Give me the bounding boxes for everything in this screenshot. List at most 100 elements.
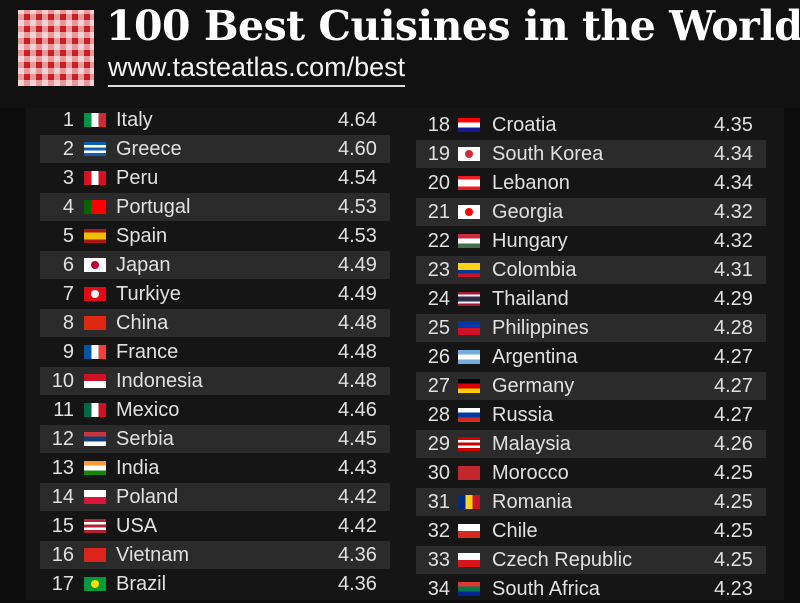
rating-score: 4.27: [714, 375, 753, 397]
ranking-row: 27 Germany 4.27: [416, 372, 766, 400]
rating-score: 4.53: [338, 225, 377, 247]
ranking-row: 14 Poland 4.42: [40, 483, 390, 511]
rank-number: 23: [427, 259, 450, 281]
country-name: Peru: [116, 167, 159, 189]
country-name: France: [116, 341, 179, 363]
ranking-row: 32 Chile 4.25: [416, 517, 766, 545]
ranking-row: 26 Argentina 4.27: [416, 343, 766, 371]
rank-number: 31: [427, 491, 450, 513]
rating-score: 4.25: [714, 462, 753, 484]
flag-icon: [84, 171, 106, 185]
ranking-row: 29 Malaysia 4.26: [416, 430, 766, 458]
flag-icon: [458, 466, 480, 480]
rating-score: 4.25: [714, 520, 753, 542]
rank-number: 27: [427, 375, 450, 397]
rank-number: 28: [427, 404, 450, 426]
rating-score: 4.25: [714, 491, 753, 513]
country-name: Germany: [492, 375, 575, 397]
flag-icon: [84, 113, 106, 127]
rank-number: 21: [427, 201, 450, 223]
ranking-row: 10 Indonesia 4.48: [40, 367, 390, 395]
ranking-row: 11 Mexico 4.46: [40, 396, 390, 424]
rating-score: 4.35: [714, 114, 753, 136]
ranking-row: 7 Turkiye 4.49: [40, 280, 390, 308]
rank-number: 12: [51, 428, 74, 450]
country-name: Indonesia: [116, 370, 203, 392]
rank-number: 5: [62, 225, 74, 247]
country-name: Czech Republic: [492, 549, 633, 571]
ranking-row: 13 India 4.43: [40, 454, 390, 482]
country-name: India: [116, 457, 160, 479]
country-name: Brazil: [116, 573, 167, 595]
country-name: Thailand: [492, 288, 569, 310]
flag-icon: [458, 118, 480, 132]
rank-number: 26: [427, 346, 450, 368]
rating-score: 4.54: [338, 167, 377, 189]
rank-number: 15: [51, 515, 74, 537]
rating-score: 4.34: [714, 172, 753, 194]
rating-score: 4.60: [338, 138, 377, 160]
rank-number: 6: [62, 254, 74, 276]
country-name: Russia: [492, 404, 554, 426]
rank-number: 19: [427, 143, 450, 165]
ranking-row: 8 China 4.48: [40, 309, 390, 337]
country-name: South Africa: [492, 578, 600, 600]
country-name: China: [116, 312, 169, 334]
flag-icon: [84, 345, 106, 359]
ranking-panel: [26, 108, 784, 600]
rank-number: 22: [427, 230, 450, 252]
country-name: Poland: [116, 486, 179, 508]
country-name: Hungary: [492, 230, 568, 252]
country-name: Argentina: [492, 346, 578, 368]
rating-score: 4.36: [338, 544, 377, 566]
ranking-row: 1 Italy 4.64: [40, 106, 390, 134]
rank-number: 18: [427, 114, 450, 136]
rating-score: 4.64: [338, 109, 377, 131]
country-name: Colombia: [492, 259, 577, 281]
rank-number: 3: [62, 167, 74, 189]
country-name: Italy: [116, 109, 153, 131]
flag-icon: [84, 403, 106, 417]
rating-score: 4.49: [338, 283, 377, 305]
country-name: South Korea: [492, 143, 604, 165]
rating-score: 4.27: [714, 404, 753, 426]
flag-icon: [84, 461, 106, 475]
flag-icon: [84, 577, 106, 591]
rating-score: 4.48: [338, 341, 377, 363]
flag-icon: [84, 200, 106, 214]
rating-score: 4.29: [714, 288, 753, 310]
flag-icon: [458, 234, 480, 248]
flag-icon: [84, 519, 106, 533]
country-name: Lebanon: [492, 172, 570, 194]
rating-score: 4.36: [338, 573, 377, 595]
ranking-row: 4 Portugal 4.53: [40, 193, 390, 221]
rating-score: 4.42: [338, 486, 377, 508]
rank-number: 24: [427, 288, 450, 310]
rating-score: 4.49: [338, 254, 377, 276]
flag-icon: [458, 263, 480, 277]
ranking-row: 25 Philippines 4.28: [416, 314, 766, 342]
rank-number: 10: [51, 370, 74, 392]
rank-number: 11: [53, 399, 74, 421]
ranking-row: 24 Thailand 4.29: [416, 285, 766, 313]
rank-number: 9: [62, 341, 74, 363]
rating-score: 4.53: [338, 196, 377, 218]
ranking-row: 17 Brazil 4.36: [40, 570, 390, 598]
ranking-row: 12 Serbia 4.45: [40, 425, 390, 453]
rank-number: 30: [427, 462, 450, 484]
flag-icon: [84, 548, 106, 562]
website-url: www.tasteatlas.com/best: [108, 52, 406, 87]
ranking-row: 9 France 4.48: [40, 338, 390, 366]
rank-number: 32: [427, 520, 450, 542]
rating-score: 4.26: [714, 433, 753, 455]
flag-icon: [458, 582, 480, 596]
rating-score: 4.23: [714, 578, 753, 600]
rating-score: 4.27: [714, 346, 753, 368]
rating-score: 4.45: [338, 428, 377, 450]
flag-icon: [458, 176, 480, 190]
ranking-row: 2 Greece 4.60: [40, 135, 390, 163]
ranking-row: 15 USA 4.42: [40, 512, 390, 540]
rank-number: 7: [62, 283, 74, 305]
rank-number: 1: [62, 109, 74, 131]
flag-icon: [458, 495, 480, 509]
